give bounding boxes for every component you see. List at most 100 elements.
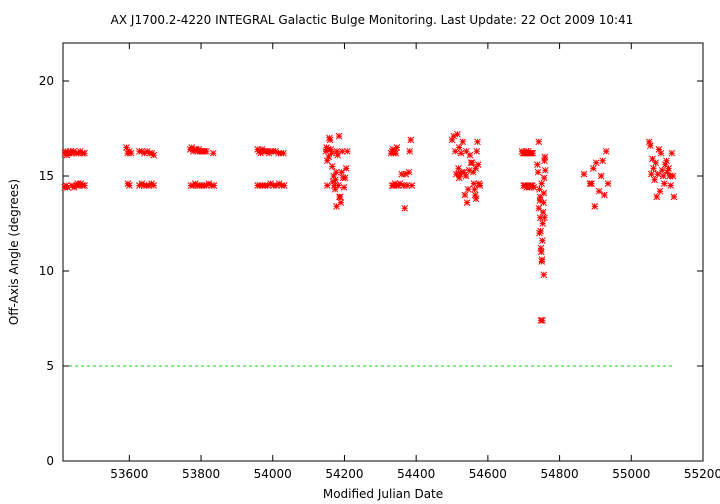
data-point — [540, 199, 547, 206]
data-point — [663, 157, 670, 165]
data-point — [539, 220, 547, 227]
data-point — [326, 136, 334, 144]
data-point — [455, 165, 462, 172]
data-point — [666, 172, 674, 180]
data-point — [530, 184, 538, 191]
data-point — [536, 185, 543, 193]
data-point — [604, 180, 612, 187]
data-point — [665, 165, 672, 172]
data-point — [536, 197, 544, 205]
data-point — [451, 147, 459, 155]
data-point — [127, 149, 135, 157]
x-tick-label: 53600 — [110, 467, 148, 481]
data-point — [402, 170, 410, 178]
data-point — [209, 149, 217, 157]
data-point — [473, 147, 481, 155]
data-point — [406, 147, 414, 155]
data-point — [407, 136, 415, 144]
data-point — [391, 147, 399, 155]
data-point — [329, 178, 337, 186]
data-point — [405, 168, 413, 176]
x-tick-label: 54000 — [254, 467, 292, 481]
data-point — [540, 174, 548, 182]
data-point — [125, 182, 133, 189]
data-point — [203, 147, 210, 155]
data-point — [537, 244, 545, 252]
data-point — [323, 182, 331, 189]
data-point — [326, 134, 333, 142]
data-point — [280, 149, 287, 157]
data-point — [535, 204, 543, 212]
data-point — [328, 149, 335, 157]
data-point — [460, 168, 468, 176]
data-point — [656, 187, 664, 195]
data-point — [468, 159, 476, 167]
data-point — [328, 163, 336, 170]
data-point — [653, 193, 661, 201]
data-point — [64, 184, 72, 191]
data-point — [540, 271, 548, 279]
x-tick-label: 53800 — [182, 467, 220, 481]
data-point — [580, 170, 588, 178]
data-point — [333, 147, 341, 155]
data-point — [535, 138, 543, 146]
data-point — [601, 191, 608, 199]
data-point — [669, 172, 677, 180]
data-point — [659, 172, 667, 180]
chart-title: AX J1700.2-4220 INTEGRAL Galactic Bulge … — [111, 13, 634, 27]
x-tick-label: 54800 — [540, 467, 578, 481]
data-point — [539, 317, 546, 324]
data-point — [533, 161, 541, 168]
y-tick-label: 10 — [39, 264, 54, 278]
data-point — [597, 172, 605, 180]
data-point — [537, 227, 544, 235]
data-point — [472, 195, 480, 203]
data-point — [654, 170, 662, 178]
data-point — [398, 170, 406, 178]
data-point — [541, 214, 548, 222]
data-point — [649, 155, 656, 163]
data-point — [343, 147, 351, 155]
data-point — [257, 149, 264, 157]
data-points — [61, 130, 678, 324]
data-point — [455, 174, 463, 182]
data-point — [658, 166, 666, 174]
data-point — [541, 157, 548, 165]
data-point — [393, 144, 401, 151]
data-point — [538, 256, 546, 263]
data-point — [591, 203, 599, 210]
data-point — [141, 149, 148, 157]
data-point — [655, 146, 663, 153]
data-point — [650, 165, 657, 172]
data-point — [454, 130, 461, 138]
data-point — [450, 132, 458, 140]
x-tick-label: 55000 — [612, 467, 650, 481]
data-point — [123, 144, 130, 151]
data-point — [392, 149, 400, 157]
data-point — [588, 180, 595, 187]
data-point — [474, 138, 481, 146]
data-point — [396, 180, 404, 187]
data-point — [589, 165, 597, 172]
data-point — [336, 193, 344, 201]
x-axis-label: Modified Julian Date — [323, 487, 443, 501]
data-point — [463, 199, 471, 206]
data-point — [648, 170, 655, 178]
data-point — [272, 182, 280, 189]
data-point — [474, 161, 482, 168]
data-point — [657, 149, 665, 157]
data-point — [470, 180, 478, 187]
data-point — [536, 193, 544, 201]
data-point — [651, 176, 658, 184]
data-point — [455, 144, 463, 151]
data-point — [466, 151, 474, 159]
data-point — [599, 157, 606, 165]
data-point — [150, 182, 158, 189]
data-point — [592, 159, 600, 167]
y-tick-label: 15 — [39, 169, 54, 183]
y-tick-label: 5 — [46, 359, 54, 373]
data-point — [334, 151, 341, 159]
data-point — [602, 147, 610, 155]
plot-frame — [62, 42, 704, 462]
data-point — [330, 172, 338, 180]
